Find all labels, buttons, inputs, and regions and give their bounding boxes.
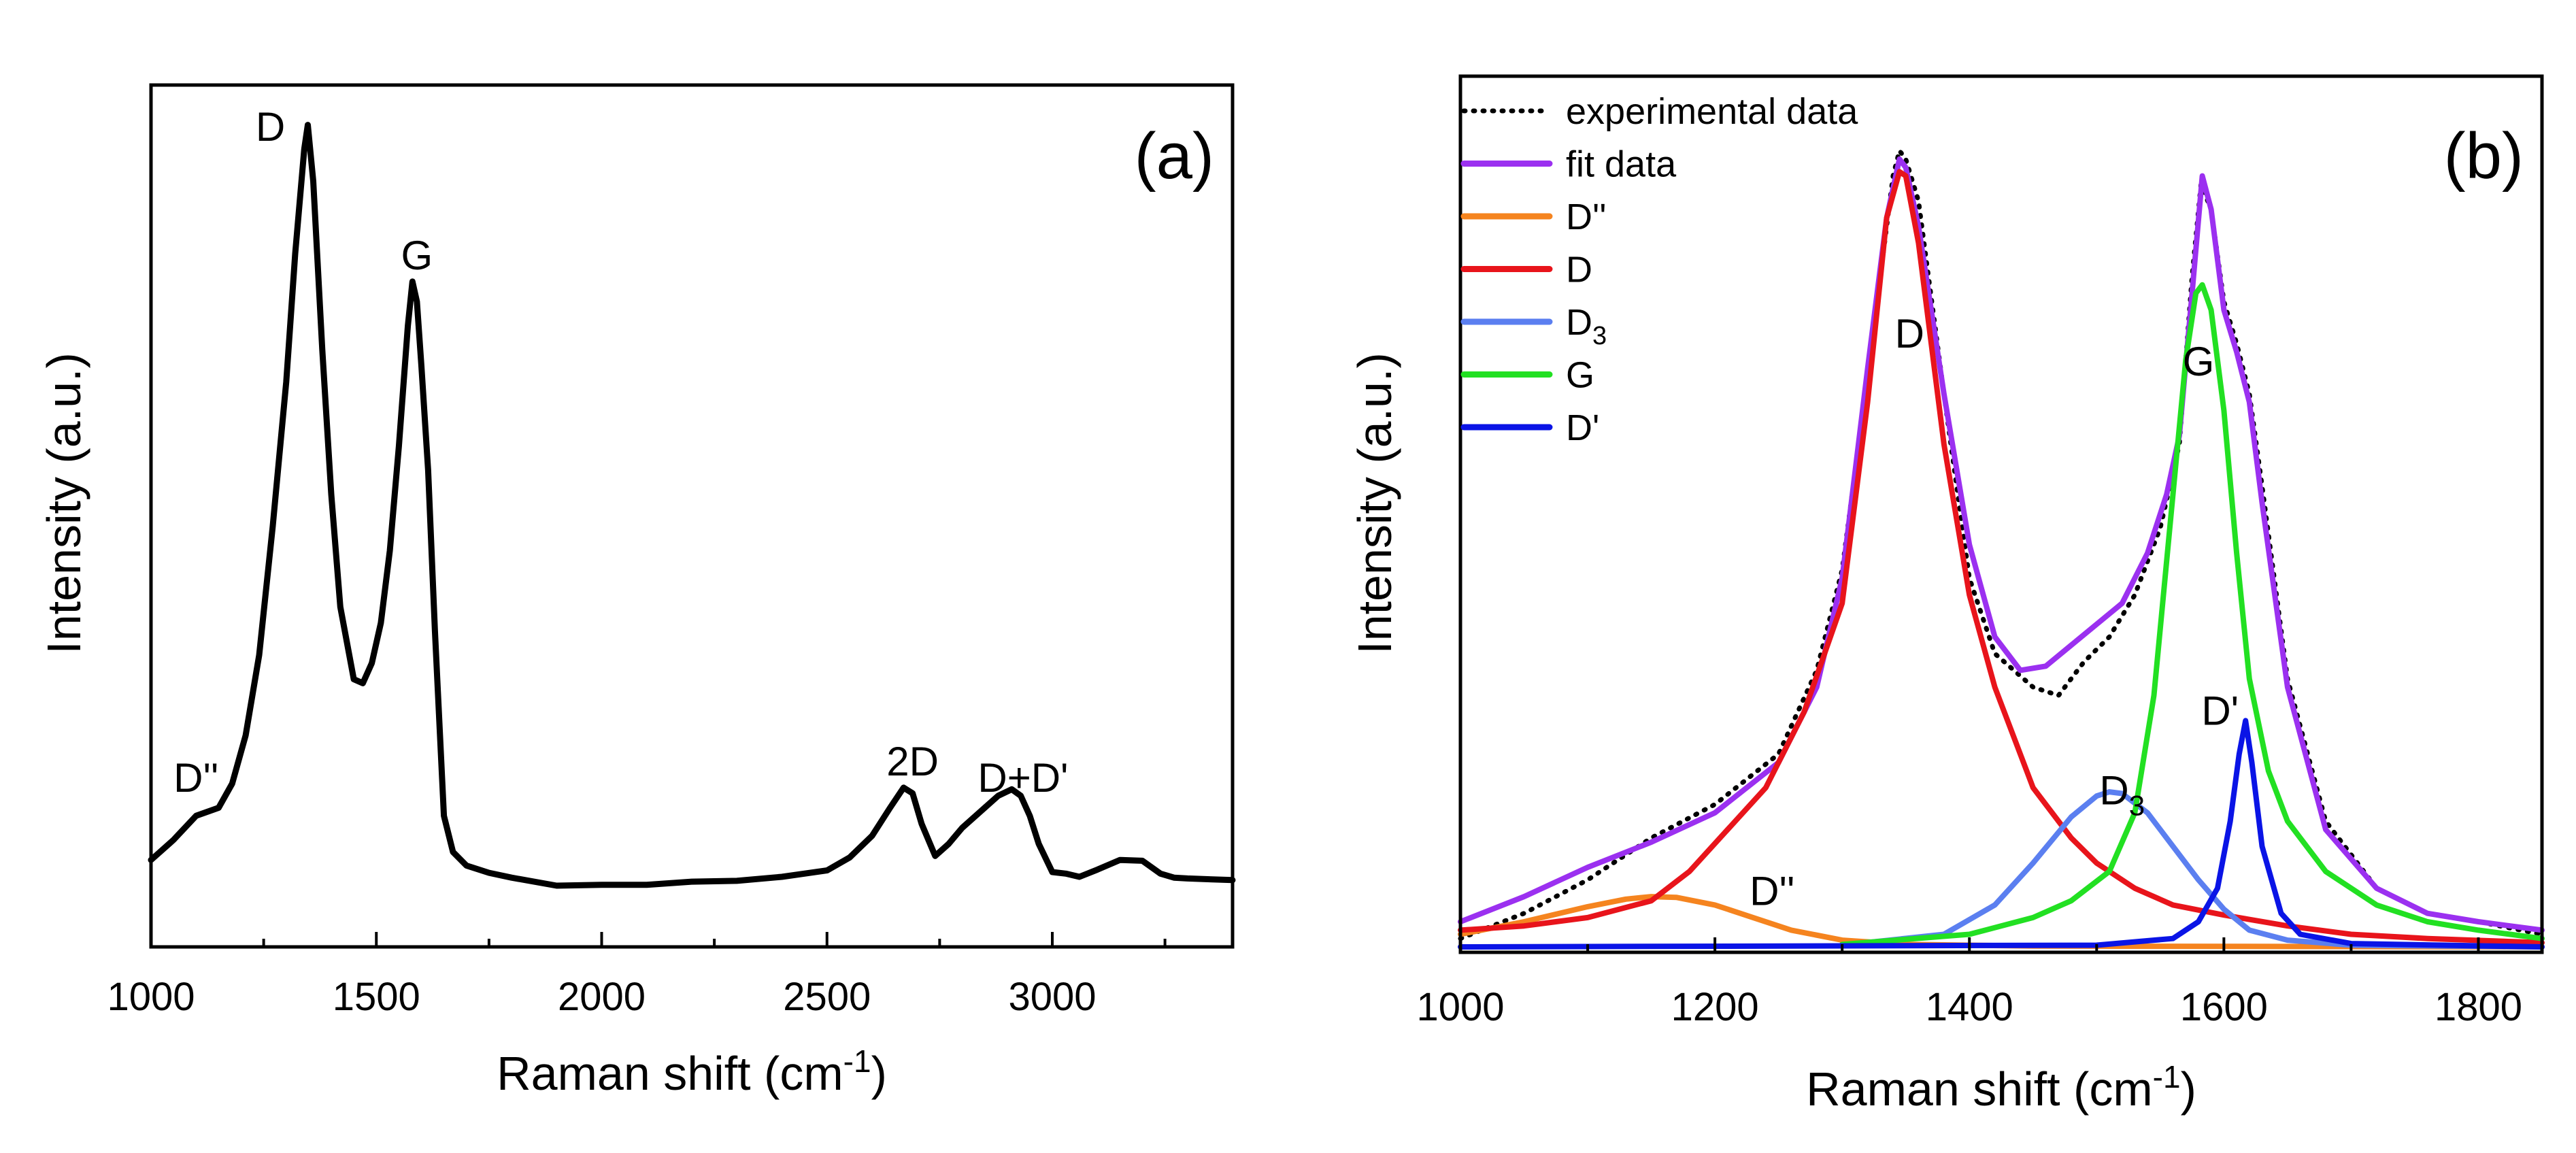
legend-label: fit data (1566, 144, 1677, 185)
panel-b-tick-label: 1600 (2180, 985, 2268, 1029)
panel-b-legend: experimental data fit data D'' D D3 G D' (1460, 91, 1858, 448)
panel-a-x-ticks: 1000 1500 2000 2500 3000 (107, 932, 1167, 1019)
panel-b-peak-annotation: G (2183, 339, 2215, 384)
panel-b-series-g-5 (1839, 282, 2545, 948)
panel-a-peak-annotation: G (401, 233, 433, 278)
panel-a-y-axis-label: Intensity (a.u.) (37, 352, 90, 654)
legend-label: experimental data (1566, 91, 1858, 132)
panel-b-tick-label: 1400 (1926, 985, 2013, 1029)
panel-b-annotations: D G D3 D' D'' (1750, 311, 2239, 914)
panel-b-x-axis-label: Raman shift (cm-1) (1806, 1059, 2196, 1116)
panel-a-tick-label: 1500 (333, 975, 420, 1019)
panel-b-x-ticks: 1000 1200 1400 1600 1800 (1416, 937, 2522, 1029)
panel-b-series-d-3 (1458, 169, 2545, 946)
panel-a-peak-annotation: D+D' (977, 755, 1068, 801)
panel-a: 1000 1500 2000 2500 3000 D'' D G 2D D+D' (a) Ram… (37, 83, 1236, 1100)
legend-label: D' (1566, 407, 1599, 448)
panel-a-peak-annotation: D'' (173, 755, 218, 801)
panel-b-tick-label: 1800 (2435, 985, 2522, 1029)
panel-a-series-spectrum-0 (148, 122, 1236, 889)
panel-b-peak-annotation: D' (2201, 688, 2239, 734)
panel-b-series-fit-data-1 (1458, 156, 2545, 933)
panel-a-tick-label: 1000 (107, 975, 195, 1019)
legend-label: D3 (1566, 302, 1607, 350)
panel-b-series-d-6 (1458, 718, 2545, 950)
panel-a-peak-annotation: D (256, 104, 285, 150)
panel-a-tick-label: 3000 (1008, 975, 1096, 1019)
panel-b-tick-label: 1000 (1416, 985, 1504, 1029)
panel-b-tick-label: 1200 (1671, 985, 1759, 1029)
panel-a-tick-label: 2500 (783, 975, 871, 1019)
panel-b-peak-annotation: D (1895, 311, 1924, 356)
panel-a-curves (148, 122, 1236, 889)
panel-a-peak-annotation: 2D (886, 739, 939, 784)
panel-b-label: (b) (2444, 120, 2524, 193)
panel-a-x-axis-label: Raman shift (cm-1) (497, 1043, 887, 1100)
panel-b-peak-annotation: D3 (2099, 768, 2145, 822)
panel-b-curves (1458, 148, 2545, 950)
panel-a-frame (149, 83, 1235, 949)
panel-a-tick-label: 2000 (558, 975, 646, 1019)
panel-b-y-axis-label: Intensity (a.u.) (1348, 352, 1401, 654)
panel-a-label: (a) (1135, 120, 1214, 193)
legend-label: G (1566, 355, 1594, 396)
panel-b-peak-annotation: D'' (1750, 868, 1794, 914)
legend-label: D'' (1566, 197, 1607, 237)
legend-label: D (1566, 250, 1592, 290)
panel-b-frame (1458, 74, 2544, 954)
panel-a-annotations: D'' D G 2D D+D' (173, 104, 1068, 801)
panel-b: 1000 1200 1400 1600 1800 D G D3 D' D'' experimen… (1348, 74, 2545, 1116)
panel-b-series-experimental-data-0 (1458, 148, 2545, 941)
